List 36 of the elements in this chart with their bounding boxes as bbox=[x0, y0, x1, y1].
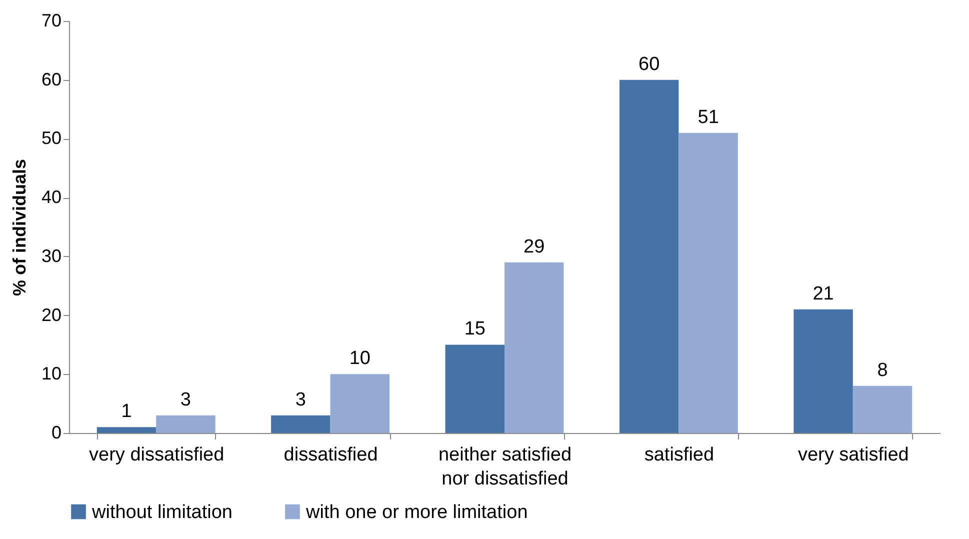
bar bbox=[156, 415, 216, 433]
y-axis-title: % of individuals bbox=[9, 158, 30, 296]
data-label: 3 bbox=[295, 389, 306, 410]
bar bbox=[96, 427, 156, 433]
data-label: 15 bbox=[464, 318, 486, 340]
bar bbox=[445, 344, 504, 433]
x-tick-label: neither satisfied nor dissatisfied bbox=[438, 444, 572, 490]
data-label: 8 bbox=[877, 360, 888, 381]
bar bbox=[619, 80, 679, 433]
y-tick-label: 40 bbox=[41, 187, 62, 208]
x-tick-label: satisfied bbox=[644, 444, 714, 466]
x-tick-label: very dissatisfied bbox=[89, 444, 224, 466]
bar bbox=[678, 132, 738, 433]
legend-label: with one or more limitation bbox=[305, 502, 528, 523]
bar bbox=[504, 262, 564, 433]
y-tick-label: 30 bbox=[41, 246, 62, 266]
data-label: 1 bbox=[121, 401, 132, 422]
data-label: 51 bbox=[698, 106, 719, 128]
y-tick-label: 50 bbox=[41, 128, 62, 148]
x-tick-label: dissatisfied bbox=[284, 444, 378, 466]
data-label: 10 bbox=[349, 348, 370, 370]
bar bbox=[852, 386, 912, 433]
data-label: 21 bbox=[812, 283, 834, 304]
bar bbox=[330, 374, 390, 433]
bar bbox=[794, 309, 853, 433]
y-tick-label: 70 bbox=[41, 10, 62, 30]
y-tick-label: 20 bbox=[41, 304, 62, 325]
x-tick-label: very satisfied bbox=[798, 444, 909, 466]
data-label: 3 bbox=[180, 389, 192, 410]
y-tick-label: 0 bbox=[51, 422, 62, 442]
y-tick-label: 60 bbox=[41, 69, 62, 90]
bar bbox=[271, 415, 330, 433]
y-tick-label: 10 bbox=[41, 364, 62, 384]
data-label: 29 bbox=[524, 236, 545, 258]
legend-label: without limitation bbox=[91, 502, 232, 523]
data-label: 60 bbox=[638, 54, 660, 75]
